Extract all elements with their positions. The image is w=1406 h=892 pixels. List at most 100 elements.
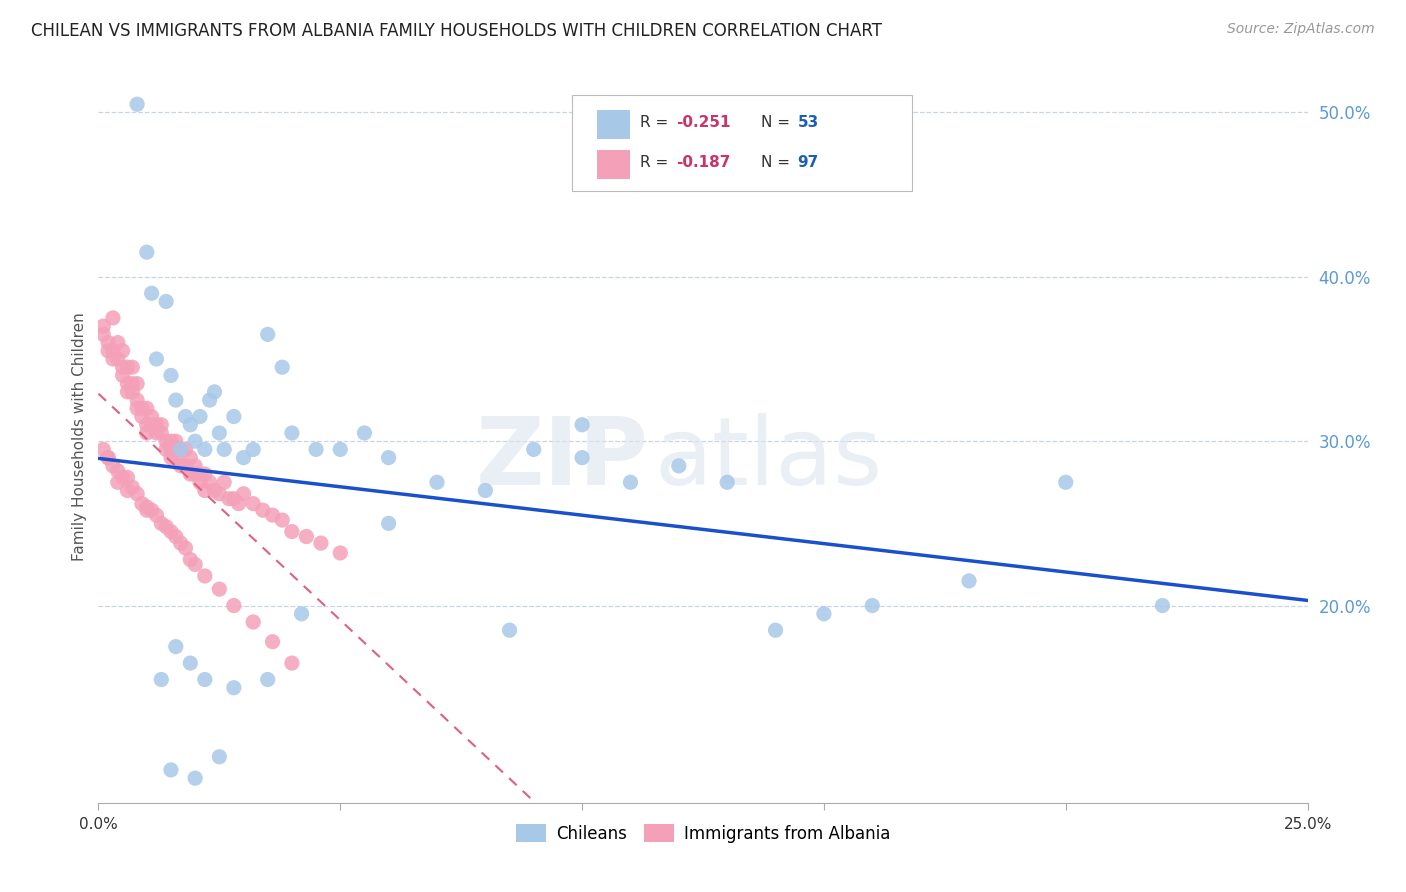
Point (212, 442, 235, 457)
Point (155, 519, 177, 533)
Point (228, 497, 250, 511)
Point (121, 384, 143, 399)
Point (97, 335, 120, 350)
Point (174, 458, 197, 473)
Point (222, 409, 245, 424)
Text: N =: N = (761, 115, 794, 129)
Point (145, 417, 167, 432)
Point (295, 529, 318, 543)
Point (242, 497, 264, 511)
Point (135, 425, 157, 440)
Point (184, 458, 207, 473)
Point (165, 450, 187, 465)
Point (155, 442, 177, 457)
Point (619, 475, 641, 490)
Point (305, 442, 328, 457)
Point (194, 569, 217, 583)
Point (165, 434, 187, 449)
Legend: Chileans, Immigrants from Albania: Chileans, Immigrants from Albania (509, 818, 897, 849)
Point (571, 417, 593, 432)
Point (127, 376, 149, 391)
Text: R =: R = (640, 115, 673, 129)
Point (188, 467, 211, 481)
Point (150, 417, 173, 432)
Point (256, 673, 278, 687)
Point (97, 450, 120, 465)
Point (208, 487, 231, 501)
Point (145, 351, 167, 366)
Point (127, 97, 149, 112)
Point (184, 558, 207, 572)
Point (145, 425, 167, 440)
Point (141, 409, 163, 424)
Y-axis label: Family Households with Children: Family Households with Children (72, 313, 87, 561)
Point (1054, 475, 1077, 490)
Point (188, 409, 211, 424)
Point (262, 634, 284, 648)
Point (150, 425, 173, 440)
Point (179, 467, 201, 481)
Point (222, 491, 245, 506)
Point (155, 294, 177, 309)
Point (160, 450, 183, 465)
Text: Source: ZipAtlas.com: Source: ZipAtlas.com (1227, 22, 1375, 37)
Point (218, 491, 240, 506)
Point (194, 467, 217, 481)
Point (232, 450, 254, 465)
Point (174, 409, 197, 424)
Point (160, 368, 183, 383)
Point (242, 615, 264, 629)
Point (222, 599, 245, 613)
Point (498, 624, 520, 638)
Point (262, 508, 284, 523)
Point (242, 442, 264, 457)
Text: 53: 53 (797, 115, 818, 129)
Point (97, 343, 120, 358)
Point (426, 475, 449, 490)
Point (160, 442, 183, 457)
Point (127, 401, 149, 416)
Point (135, 401, 157, 416)
Point (155, 434, 177, 449)
Point (160, 763, 183, 777)
Point (290, 607, 312, 621)
Point (111, 343, 134, 358)
Point (169, 536, 191, 550)
Point (135, 503, 157, 517)
Point (281, 656, 304, 670)
Text: N =: N = (761, 155, 794, 170)
Text: -0.187: -0.187 (676, 155, 731, 170)
Point (121, 360, 143, 375)
Point (309, 536, 332, 550)
Point (281, 425, 304, 440)
Point (184, 434, 207, 449)
Point (117, 470, 139, 484)
Point (101, 458, 124, 473)
Point (523, 442, 546, 457)
Point (150, 673, 173, 687)
Point (377, 516, 399, 531)
Point (179, 417, 201, 432)
Point (121, 480, 143, 494)
Point (208, 425, 231, 440)
Point (271, 360, 294, 375)
Point (194, 673, 217, 687)
Point (107, 464, 129, 478)
Text: CHILEAN VS IMMIGRANTS FROM ALBANIA FAMILY HOUSEHOLDS WITH CHILDREN CORRELATION C: CHILEAN VS IMMIGRANTS FROM ALBANIA FAMIL… (31, 22, 882, 40)
Point (957, 574, 980, 588)
Point (174, 442, 197, 457)
FancyBboxPatch shape (596, 110, 630, 139)
Point (111, 368, 134, 383)
Point (111, 470, 134, 484)
Point (91, 442, 114, 457)
Point (141, 503, 163, 517)
Text: atlas: atlas (655, 413, 883, 505)
Point (160, 524, 183, 539)
Point (212, 475, 235, 490)
Point (169, 458, 191, 473)
Point (1152, 599, 1174, 613)
Point (194, 442, 217, 457)
Point (150, 516, 173, 531)
Point (271, 513, 294, 527)
Point (135, 500, 157, 514)
